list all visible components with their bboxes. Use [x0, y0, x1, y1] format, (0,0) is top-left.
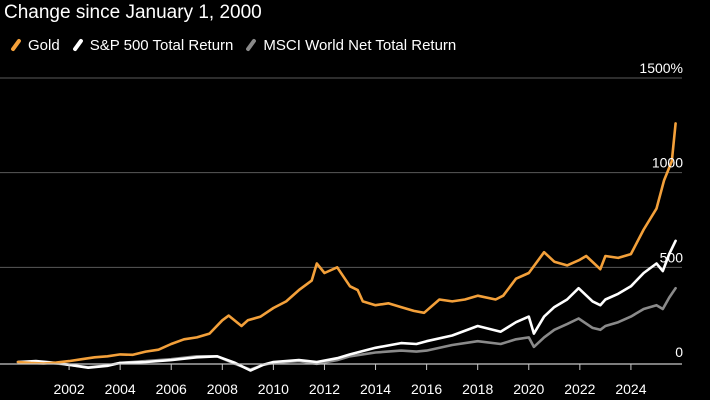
x-tick-label: 2024 [615, 381, 646, 397]
series-layer [16, 122, 677, 372]
series-line-msci-world-net-total-return [16, 286, 677, 371]
x-tick-label: 2018 [462, 381, 493, 397]
x-tick-label: 2004 [105, 381, 136, 397]
legend-item-gold: Gold [10, 36, 60, 54]
grid-layer [0, 77, 682, 268]
x-tick-label: 2008 [207, 381, 238, 397]
x-tick-label: 2014 [360, 381, 391, 397]
x-tick-label: 2010 [258, 381, 289, 397]
y-tick-label: 0 [675, 344, 683, 360]
x-tick-label: 2020 [513, 381, 544, 397]
series-line-gold [16, 122, 677, 365]
y-tick-label: 1500% [639, 60, 683, 76]
legend-label-gold: Gold [28, 36, 60, 54]
y-tick-label: 1000 [652, 155, 683, 171]
x-tick-label: 2006 [156, 381, 187, 397]
x-tick-label: 2002 [53, 381, 84, 397]
legend-item-msci: MSCI World Net Total Return [245, 36, 457, 54]
y-tick-label: 500 [660, 249, 684, 265]
series-line-s-p-500-total-return [16, 239, 677, 372]
legend: Gold S&P 500 Total Return MSCI World Net… [10, 36, 472, 54]
chart-title: Change since January 1, 2000 [4, 2, 262, 23]
x-tick-label: 2012 [309, 381, 340, 397]
legend-label-msci: MSCI World Net Total Return [263, 36, 457, 54]
x-tick-label: 2016 [411, 381, 442, 397]
axis-layer: 1500% 1000 500 0 2002 2004 2006 2008 2010 2012 201… [0, 60, 683, 397]
legend-item-sp500: S&P 500 Total Return [71, 36, 234, 54]
x-tick-label: 2022 [564, 381, 595, 397]
legend-label-sp500: S&P 500 Total Return [89, 36, 234, 54]
